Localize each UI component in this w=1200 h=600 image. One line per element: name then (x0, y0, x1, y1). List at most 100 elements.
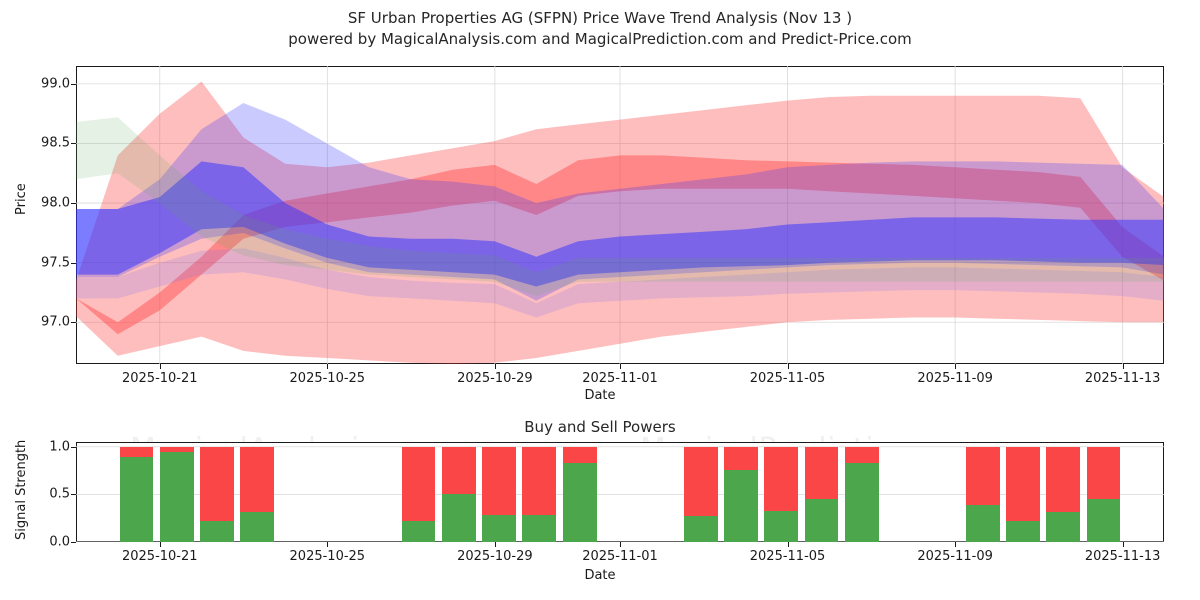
price-band-inner-red-band (76, 155, 1164, 335)
signal-bar[interactable] (723, 442, 758, 542)
price-x-tick (787, 364, 789, 369)
signal-bar[interactable] (683, 442, 718, 542)
signal-x-tick-label: 2025-10-25 (289, 549, 366, 564)
signal-bar[interactable] (119, 442, 154, 542)
sell-power-segment (723, 446, 758, 470)
signal-chart-title: Buy and Sell Powers (524, 418, 676, 436)
price-y-tick-label: 98.5 (41, 135, 70, 151)
price-wave-plot: 97.0 97.5 98.0 98.5 99.0 2025-10-21 2025-10-25… (41, 66, 1164, 386)
buy-power-segment (401, 521, 436, 542)
sell-power-segment (401, 446, 436, 522)
signal-x-tick (955, 542, 957, 547)
price-y-tick-label: 97.5 (41, 255, 70, 271)
price-band-core-blue-band (76, 161, 1164, 287)
signal-bar[interactable] (441, 442, 476, 542)
sell-power-segment (482, 446, 517, 516)
buy-power-segment (1046, 511, 1081, 542)
signal-y-tick (71, 446, 76, 448)
signal-y-tick-label: 0.0 (49, 534, 70, 550)
signal-bar[interactable] (522, 442, 557, 542)
price-y-tick (71, 143, 76, 145)
buy-power-segment (844, 462, 879, 542)
price-axis-x-label: Date (584, 388, 616, 403)
sell-power-segment (764, 446, 799, 511)
price-y-tick-label: 98.0 (41, 195, 70, 211)
signal-x-tick (494, 542, 496, 547)
signal-x-tick-label: 2025-10-21 (121, 549, 198, 564)
sell-power-segment (683, 446, 718, 517)
price-x-tick (159, 364, 161, 369)
price-x-tick (494, 364, 496, 369)
buy-power-segment (522, 515, 557, 542)
price-x-tick (327, 364, 329, 369)
signal-bar[interactable] (1086, 442, 1121, 542)
signal-y-tick (71, 542, 76, 543)
signal-bar[interactable] (562, 442, 597, 542)
buy-power-segment (1086, 499, 1121, 542)
buy-power-segment (119, 457, 154, 542)
sell-power-segment (240, 446, 275, 512)
buy-power-segment (723, 469, 758, 542)
price-x-tick-label: 2025-11-13 (1084, 371, 1161, 386)
price-y-tick (71, 262, 76, 264)
price-y-tick (71, 322, 76, 324)
signal-bar[interactable] (200, 442, 234, 542)
price-y-tick-label: 97.0 (41, 314, 70, 330)
signal-bar[interactable] (482, 442, 517, 542)
sell-power-segment (200, 446, 234, 522)
buy-power-segment (965, 504, 1000, 542)
sell-power-segment (965, 446, 1000, 505)
signal-bar[interactable] (965, 442, 1000, 542)
signal-y-tick-label: 1.0 (49, 439, 70, 455)
signal-x-tick (159, 542, 161, 547)
signal-bar[interactable] (159, 442, 194, 542)
price-y-tick-label: 99.0 (41, 76, 70, 92)
signal-bar[interactable] (1006, 442, 1040, 542)
price-x-tick-label: 2025-11-01 (582, 371, 658, 386)
sell-power-segment (441, 446, 476, 495)
signal-bar[interactable] (240, 442, 275, 542)
price-x-tick-label: 2025-10-25 (289, 371, 366, 386)
signal-x-tick (1122, 542, 1124, 547)
signal-bar[interactable] (844, 442, 879, 542)
signal-bar[interactable] (401, 442, 436, 542)
price-x-tick (955, 364, 957, 369)
signal-x-tick (787, 542, 789, 547)
signal-y-tick (71, 494, 76, 496)
buy-power-segment (159, 451, 194, 542)
price-band-green-patch (76, 117, 1164, 297)
signal-axis-x-label: Date (584, 568, 616, 583)
sell-power-segment (562, 446, 597, 463)
buy-power-segment (1006, 521, 1040, 542)
signal-x-tick-label: 2025-11-05 (749, 549, 826, 564)
price-x-tick-label: 2025-10-29 (457, 371, 533, 386)
buy-power-segment (200, 521, 234, 542)
price-x-tick (620, 364, 621, 369)
sell-power-segment (522, 446, 557, 516)
price-x-tick (1122, 364, 1124, 369)
buy-power-segment (804, 499, 839, 542)
page-title: SF Urban Properties AG (SFPN) Price Wave… (347, 9, 853, 27)
sell-power-segment (1086, 446, 1121, 500)
signal-bar[interactable] (1046, 442, 1081, 542)
price-y-tick (71, 203, 76, 205)
signal-x-tick-label: 2025-11-13 (1084, 549, 1161, 564)
signal-x-tick-label: 2025-10-29 (457, 549, 533, 564)
signal-y-tick-label: 0.5 (49, 486, 70, 502)
buy-power-segment (482, 515, 517, 542)
sell-power-segment (844, 446, 879, 463)
price-x-tick-label: 2025-11-09 (917, 371, 993, 386)
price-x-tick-label: 2025-10-21 (121, 371, 198, 386)
sell-power-segment (159, 446, 194, 452)
price-band-pale-blue-lower-band (76, 248, 1164, 318)
signal-bar[interactable] (804, 442, 839, 542)
price-x-tick-label: 2025-11-05 (749, 371, 826, 386)
signal-bar[interactable] (764, 442, 799, 542)
price-wave-bands (76, 66, 1164, 364)
sell-power-segment (804, 446, 839, 500)
signal-x-tick-label: 2025-11-09 (917, 549, 993, 564)
buy-power-segment (683, 516, 718, 542)
page-subtitle: powered by MagicalAnalysis.com and Magic… (288, 30, 912, 48)
sell-power-segment (119, 446, 154, 458)
